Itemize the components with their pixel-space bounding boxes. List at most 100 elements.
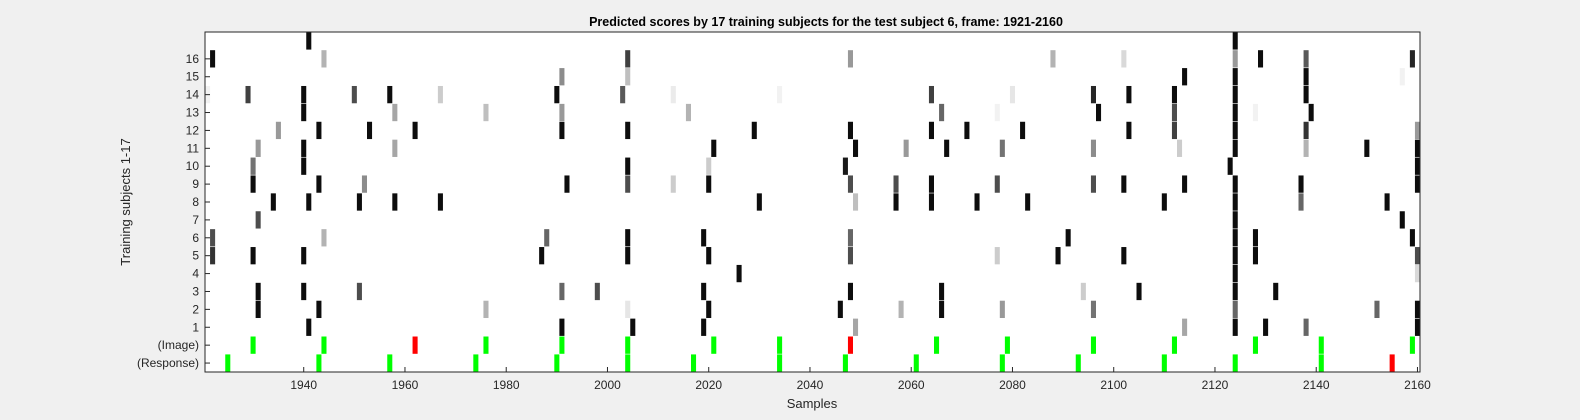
score-cell	[210, 247, 216, 265]
score-cell	[210, 50, 216, 68]
score-cell	[392, 103, 398, 122]
score-cell	[847, 175, 853, 193]
score-cell	[321, 229, 327, 247]
score-cell	[1136, 282, 1142, 301]
score-cell	[670, 85, 676, 104]
score-cell	[1161, 193, 1167, 211]
score-cell	[706, 175, 712, 193]
score-cell	[255, 300, 261, 319]
score-cell	[893, 193, 899, 211]
score-cell	[1232, 175, 1238, 193]
plot-area	[205, 32, 1420, 372]
score-cell	[392, 193, 398, 211]
score-cell	[625, 50, 631, 68]
score-cell	[301, 157, 307, 175]
score-cell	[356, 282, 362, 301]
score-cell	[1414, 139, 1420, 157]
score-cell	[625, 300, 631, 319]
image-marker	[1252, 336, 1258, 354]
score-cell	[564, 175, 570, 193]
image-marker	[1171, 336, 1177, 354]
score-cell	[1126, 85, 1132, 104]
y-tick-label: 10	[186, 159, 200, 173]
y-tick-label: 4	[192, 267, 199, 281]
image-marker	[934, 336, 940, 354]
score-cell	[1414, 157, 1420, 175]
score-cell	[1409, 50, 1415, 68]
score-cell	[701, 229, 707, 247]
x-tick-label: 1940	[290, 378, 317, 392]
score-cell	[301, 247, 307, 265]
score-cell	[1232, 282, 1238, 301]
score-cell	[625, 121, 631, 140]
score-cell	[625, 247, 631, 265]
y-tick-label: 14	[186, 88, 200, 102]
score-cell	[559, 68, 565, 86]
score-cell	[1232, 32, 1238, 50]
score-cell	[706, 247, 712, 265]
image-marker	[483, 336, 489, 354]
score-cell	[301, 282, 307, 301]
score-cell	[301, 103, 307, 122]
x-tick-label: 1980	[493, 378, 520, 392]
score-cell	[1232, 139, 1238, 157]
score-cell	[939, 300, 945, 319]
image-marker	[777, 336, 783, 354]
score-cell	[939, 282, 945, 301]
score-cell	[853, 193, 859, 211]
score-cell	[898, 300, 904, 319]
x-tick-label: 2040	[797, 378, 824, 392]
score-cell	[1096, 103, 1102, 122]
x-tick-label: 2100	[1100, 378, 1127, 392]
response-marker	[777, 354, 783, 372]
score-cell	[706, 157, 712, 175]
score-cell	[685, 103, 691, 122]
y-tick-label: 7	[192, 213, 199, 227]
score-cell	[1227, 157, 1233, 175]
score-cell	[630, 318, 636, 336]
score-cell	[853, 318, 859, 336]
score-cell	[928, 85, 934, 104]
response-marker	[1389, 354, 1395, 372]
score-cell	[559, 282, 565, 301]
score-cell	[1263, 318, 1269, 336]
score-cell	[1171, 121, 1177, 140]
score-cell	[255, 211, 261, 229]
score-cell	[392, 139, 398, 157]
score-cell	[670, 175, 676, 193]
image-marker	[847, 336, 853, 354]
score-cell	[1182, 318, 1188, 336]
score-cell	[756, 193, 762, 211]
score-cell	[367, 121, 373, 140]
score-cell	[316, 121, 322, 140]
score-cell	[928, 175, 934, 193]
score-cell	[255, 282, 261, 301]
score-cell	[250, 247, 256, 265]
score-cell	[1258, 50, 1264, 68]
score-cell	[1232, 264, 1238, 283]
score-cell	[301, 85, 307, 104]
score-cell	[306, 193, 312, 211]
score-cell	[1374, 300, 1380, 319]
chart-title: Predicted scores by 17 training subjects…	[589, 15, 1063, 29]
score-cell	[1126, 121, 1132, 140]
score-cell	[903, 139, 909, 157]
score-cell	[751, 121, 757, 140]
score-cell	[1009, 85, 1015, 104]
score-cell	[483, 103, 489, 122]
image-marker	[1004, 336, 1010, 354]
score-cell	[255, 139, 261, 157]
score-cell	[1232, 247, 1238, 265]
y-tick-label: 6	[192, 231, 199, 245]
score-cell	[1409, 229, 1415, 247]
score-cell	[270, 193, 276, 211]
score-cell	[1232, 229, 1238, 247]
response-marker	[473, 354, 479, 372]
score-cell	[316, 175, 322, 193]
score-cell	[999, 139, 1005, 157]
score-cell	[1252, 247, 1258, 265]
score-cell	[1414, 175, 1420, 193]
score-cell	[1232, 85, 1238, 104]
